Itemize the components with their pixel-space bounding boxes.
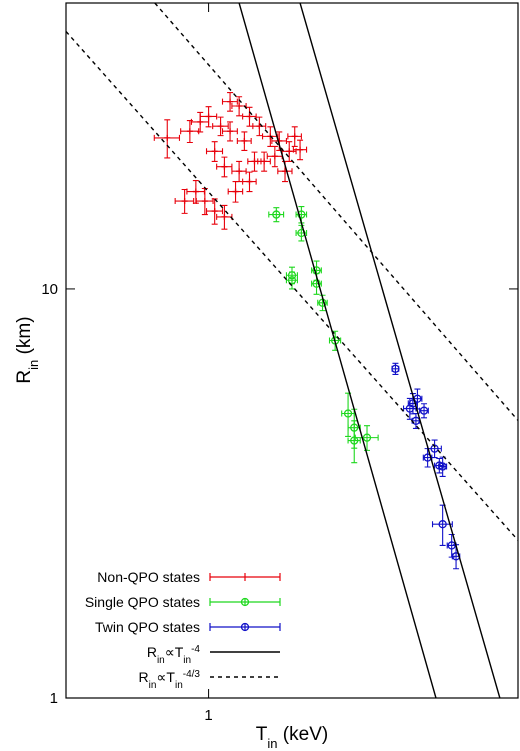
data-point: [251, 158, 258, 165]
text-part: in: [157, 655, 165, 666]
data-point: [286, 148, 293, 155]
legend-error-bar: [209, 573, 281, 581]
data-point: [430, 444, 439, 453]
text-part: R: [14, 370, 35, 384]
data-point: [181, 198, 188, 205]
power-law-line: [238, 3, 437, 698]
data-point: [205, 113, 212, 120]
data-point: [227, 128, 234, 135]
text-part: ∝T: [156, 669, 175, 685]
data-point: [438, 462, 447, 471]
text-part: ∝T: [165, 644, 184, 660]
data-point: [291, 133, 298, 140]
x-error-bar: [268, 211, 285, 218]
y-error-bar: [351, 420, 358, 464]
text-part: Twin QPO states: [95, 619, 200, 635]
text-part: R: [147, 644, 157, 660]
x-axis-label: Tin (keV): [256, 724, 328, 751]
y-axis-label: Rin (km): [14, 316, 41, 383]
data-point: [221, 213, 228, 220]
data-point: [297, 210, 306, 219]
data-point: [232, 188, 239, 195]
plot-frame: [65, 2, 519, 699]
y-tick-label: 10: [41, 281, 58, 298]
data-point: [227, 98, 234, 105]
data-point: [217, 123, 224, 130]
text-part: in: [267, 736, 277, 751]
power-law-line: [299, 3, 501, 698]
data-point: [236, 103, 243, 110]
data-point: [350, 436, 359, 445]
y-error-bar: [439, 504, 446, 547]
text-part: -4/3: [183, 669, 201, 680]
text-part: in: [175, 680, 183, 691]
legend-error-bar: [209, 598, 281, 606]
text-part: R: [138, 669, 148, 685]
data-point: [197, 118, 204, 125]
text-part: in: [26, 360, 41, 370]
data-point: [164, 134, 171, 141]
legend-marker: [240, 622, 250, 632]
x-error-bar: [431, 521, 453, 528]
text-part: in: [183, 655, 191, 666]
data-point: [192, 188, 199, 195]
text-part: Non-QPO states: [97, 569, 200, 585]
text-part: in: [149, 680, 157, 691]
plot-area: [66, 3, 518, 698]
data-point: [211, 208, 218, 215]
legend-label: Single QPO states: [85, 594, 200, 610]
text-part: (km): [14, 316, 35, 359]
text-part: Single QPO states: [85, 594, 200, 610]
text-part: T: [256, 724, 268, 745]
data-point: [221, 163, 228, 170]
power-law-line: [66, 30, 518, 541]
data-point: [261, 158, 268, 165]
power-law-line: [154, 3, 518, 421]
data-point: [201, 198, 208, 205]
data-point: [312, 279, 321, 288]
legend-label: Non-QPO states: [97, 569, 200, 585]
legend-label: Rin∝Tin-4: [147, 644, 201, 666]
data-point: [391, 364, 400, 373]
data-point: [362, 433, 372, 442]
legend-label: Twin QPO states: [95, 619, 200, 635]
y-tick-label: 1: [50, 690, 58, 707]
data-point: [447, 541, 456, 550]
data-point: [241, 137, 248, 144]
legend-marker: [240, 597, 250, 607]
data-point: [236, 168, 243, 175]
data-point: [419, 406, 429, 415]
data-point: [186, 128, 193, 135]
data-point: [438, 520, 447, 529]
text-part: -4: [191, 644, 200, 655]
data-point: [246, 178, 253, 185]
x-tick-label: 1: [204, 707, 212, 724]
data-point: [246, 113, 253, 120]
legend-error-bar: [209, 623, 281, 631]
data-point: [287, 276, 297, 285]
data-point: [343, 409, 353, 418]
data-point: [297, 146, 304, 153]
data-point: [211, 148, 218, 155]
text-part: (keV): [278, 724, 329, 745]
data-point: [272, 210, 281, 219]
legend-label: Rin∝Tin-4/3: [138, 669, 200, 691]
data-point: [271, 153, 278, 160]
